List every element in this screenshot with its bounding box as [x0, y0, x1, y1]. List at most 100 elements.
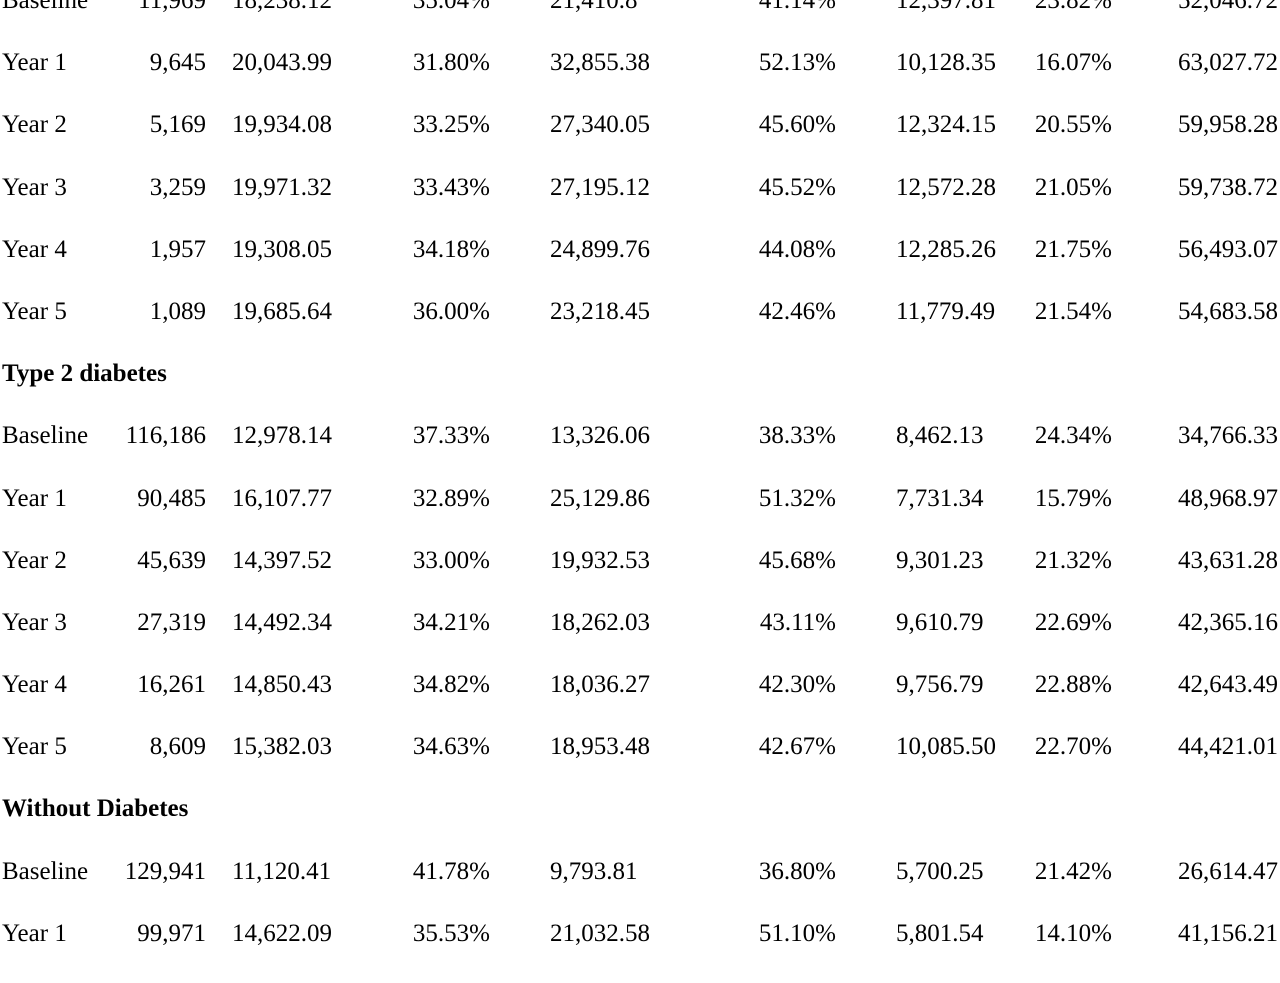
row-label: Baseline [2, 422, 89, 450]
table-row: Year 1 99,971 14,622.09 35.53% 21,032.58 51.1… [0, 921, 1280, 983]
table-cell: 43.11% [759, 608, 836, 636]
row-label: Baseline [2, 857, 89, 885]
table-cell: 13,326.06 [550, 422, 650, 450]
table-cell: 19,308.05 [232, 235, 332, 263]
table-cell: 20.55% [1034, 111, 1112, 139]
table-cell: 12,978.14 [232, 422, 332, 450]
table-cell: 116,186 [125, 422, 206, 450]
table-cell: 8,609 [149, 733, 206, 761]
table-cell: 21.05% [1034, 173, 1112, 201]
table-cell: 41.78% [412, 857, 490, 885]
table-cell: 9,301.23 [896, 546, 984, 574]
row-label: Year 5 [2, 297, 67, 325]
table-cell: 15,382.03 [232, 733, 332, 761]
row-label: Year 3 [2, 608, 67, 636]
table-cell: 18,036.27 [550, 671, 650, 699]
table-cell: 51.10% [758, 919, 836, 947]
table-cell: 18,953.48 [550, 733, 650, 761]
table-row: Year 3 27,319 14,492.34 34.21% 18,262.03 43.1… [0, 610, 1280, 672]
table-row: Year 1 90,485 16,107.77 32.89% 25,129.86 51.3… [0, 486, 1280, 548]
table-cell: 59,738.72 [1178, 173, 1278, 201]
table-cell: 42,365.16 [1178, 608, 1278, 636]
table-cell: 27,195.12 [550, 173, 650, 201]
table-cell: 41,156.21 [1178, 919, 1278, 947]
table-cell: 27,340.05 [550, 111, 650, 139]
table-row: Year 2 45,639 14,397.52 33.00% 19,932.53 45.6… [0, 548, 1280, 610]
table-cell: 63,027.72 [1178, 49, 1278, 77]
table-cell: 14,397.52 [232, 546, 332, 574]
table-cell: 14,492.34 [232, 608, 332, 636]
table-cell: 45.60% [758, 111, 836, 139]
row-label: Year 2 [2, 546, 67, 574]
table-cell: 16,261 [137, 671, 206, 699]
table-cell: 9,645 [149, 49, 206, 77]
table-cell: 42,643.49 [1178, 671, 1278, 699]
row-label: Year 4 [2, 235, 67, 263]
table-row: Year 5 1,089 19,685.64 36.00% 23,218.45 42.46… [0, 299, 1280, 361]
table-cell: 16.07% [1034, 49, 1112, 77]
table-cell: 22.88% [1034, 671, 1112, 699]
table-cell: 44,421.01 [1178, 733, 1278, 761]
table-cell: 34,766.33 [1178, 422, 1278, 450]
table-row: Year 2 5,169 19,934.08 33.25% 27,340.05 45.60… [0, 112, 1280, 174]
table-cell: 23,218.45 [550, 297, 650, 325]
table-cell: 21.54% [1034, 297, 1112, 325]
table-cell: 35.04% [412, 0, 490, 14]
table-cell: 12,572.28 [896, 173, 996, 201]
table-cell: 27,319 [137, 608, 206, 636]
table-cell: 36.80% [758, 857, 836, 885]
table-cell: 43,631.28 [1178, 546, 1278, 574]
table-cell: 33.43% [412, 173, 490, 201]
table-cell: 45,639 [137, 546, 206, 574]
table-cell: 36.00% [412, 297, 490, 325]
table-cell: 129,941 [124, 857, 206, 885]
row-label: Year 4 [2, 671, 67, 699]
table-cell: 7,731.34 [896, 484, 984, 512]
table-cell: 1,089 [149, 297, 206, 325]
table-cell: 16,107.77 [232, 484, 332, 512]
table-cell: 48,968.97 [1178, 484, 1278, 512]
table-cell: 12,324.15 [896, 111, 996, 139]
table-cell: 14.10% [1034, 919, 1112, 947]
row-label: Year 1 [2, 49, 67, 77]
table-cell: 52,046.72 [1178, 0, 1278, 14]
table-cell: 19,932.53 [550, 546, 650, 574]
section-header-label: Without Diabetes [2, 795, 189, 823]
table-cell: 45.52% [758, 173, 836, 201]
row-label: Year 5 [2, 733, 67, 761]
table-cell: 26,614.47 [1178, 857, 1278, 885]
table-cell: 12,397.81 [896, 0, 996, 14]
table-row: Baseline 11,969 18,238.12 35.04% 21,410.8 41.… [0, 0, 1280, 50]
table-cell: 59,958.28 [1178, 111, 1278, 139]
table-cell: 9,793.81 [550, 857, 638, 885]
table-cell: 42.30% [758, 671, 836, 699]
table-cell: 23.82% [1034, 0, 1112, 14]
table-cell: 18,262.03 [550, 608, 650, 636]
table-cell: 33.00% [412, 546, 490, 574]
table-cell: 21.32% [1034, 546, 1112, 574]
table-cell: 42.67% [758, 733, 836, 761]
section-header-label: Type 2 diabetes [2, 360, 167, 388]
table-cell: 22.69% [1034, 608, 1112, 636]
table-cell: 34.82% [412, 671, 490, 699]
row-label: Year 2 [2, 111, 67, 139]
table-cell: 5,169 [149, 111, 206, 139]
table-cell: 34.63% [412, 733, 490, 761]
table-cell: 19,971.32 [232, 173, 332, 201]
table-cell: 9,756.79 [896, 671, 984, 699]
table-cell: 11,969 [138, 0, 206, 14]
table-cell: 11,779.49 [896, 297, 996, 325]
section-header: Without Diabetes [0, 796, 1280, 858]
table-cell: 35.53% [412, 919, 490, 947]
table-cell: 15.79% [1034, 484, 1112, 512]
table-row: Year 4 16,261 14,850.43 34.82% 18,036.27 42.3… [0, 672, 1280, 734]
row-label: Year 3 [2, 173, 67, 201]
table-cell: 21.42% [1034, 857, 1112, 885]
table-cell: 22.70% [1034, 733, 1112, 761]
table-cell: 56,493.07 [1178, 235, 1278, 263]
row-label: Year 1 [2, 484, 67, 512]
table-cell: 12,285.26 [896, 235, 996, 263]
table-cell: 24,899.76 [550, 235, 650, 263]
table-cell: 21,410.8 [550, 0, 638, 14]
